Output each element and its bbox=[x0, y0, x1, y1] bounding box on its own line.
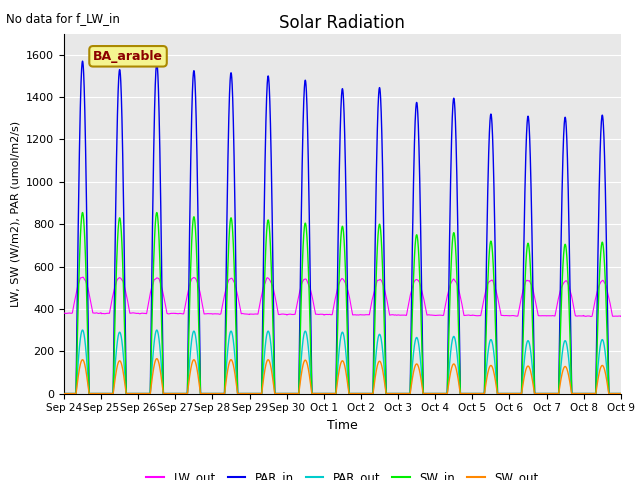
LW_out bbox=[81, 277, 89, 283]
LW_out bbox=[243, 311, 250, 317]
Line: LW_out: LW_out bbox=[64, 277, 640, 317]
SW_out bbox=[326, 391, 334, 396]
PAR_in bbox=[81, 111, 89, 117]
SW_in bbox=[60, 391, 68, 396]
LW_out bbox=[79, 274, 86, 280]
SW_in bbox=[243, 391, 250, 396]
LW_out bbox=[578, 313, 586, 319]
Legend: LW_out, PAR_in, PAR_out, SW_in, SW_out: LW_out, PAR_in, PAR_out, SW_in, SW_out bbox=[141, 466, 543, 480]
PAR_in bbox=[506, 391, 514, 396]
Text: No data for f_LW_in: No data for f_LW_in bbox=[6, 12, 120, 25]
SW_out bbox=[243, 391, 250, 396]
SW_out bbox=[214, 391, 222, 396]
PAR_in bbox=[578, 391, 586, 396]
LW_out bbox=[60, 310, 68, 316]
PAR_out bbox=[578, 391, 586, 396]
PAR_out bbox=[214, 391, 222, 396]
Line: SW_out: SW_out bbox=[64, 359, 640, 394]
SW_in bbox=[81, 239, 89, 244]
PAR_in bbox=[79, 58, 86, 64]
PAR_out bbox=[79, 327, 86, 333]
PAR_out bbox=[60, 391, 68, 396]
Line: SW_in: SW_in bbox=[64, 213, 640, 394]
PAR_in bbox=[214, 391, 222, 396]
SW_out bbox=[81, 362, 89, 368]
SW_in bbox=[578, 391, 586, 396]
SW_out bbox=[578, 391, 586, 396]
PAR_out bbox=[243, 391, 250, 396]
SW_in bbox=[326, 391, 334, 396]
X-axis label: Time: Time bbox=[327, 419, 358, 432]
SW_out bbox=[60, 391, 68, 396]
LW_out bbox=[506, 313, 514, 319]
Line: PAR_in: PAR_in bbox=[64, 61, 640, 394]
SW_in bbox=[506, 391, 514, 396]
LW_out bbox=[214, 311, 222, 317]
SW_out bbox=[506, 391, 514, 396]
PAR_in bbox=[60, 391, 68, 396]
Y-axis label: LW, SW (W/m2), PAR (umol/m2/s): LW, SW (W/m2), PAR (umol/m2/s) bbox=[11, 120, 20, 307]
SW_in bbox=[214, 391, 222, 396]
SW_in bbox=[79, 210, 86, 216]
PAR_out bbox=[81, 337, 89, 343]
PAR_out bbox=[326, 391, 334, 396]
PAR_in bbox=[326, 391, 334, 396]
PAR_out bbox=[506, 391, 514, 396]
LW_out bbox=[326, 312, 334, 318]
Title: Solar Radiation: Solar Radiation bbox=[280, 14, 405, 32]
SW_out bbox=[153, 356, 161, 361]
PAR_in bbox=[243, 391, 250, 396]
Text: BA_arable: BA_arable bbox=[93, 50, 163, 63]
Line: PAR_out: PAR_out bbox=[64, 330, 640, 394]
